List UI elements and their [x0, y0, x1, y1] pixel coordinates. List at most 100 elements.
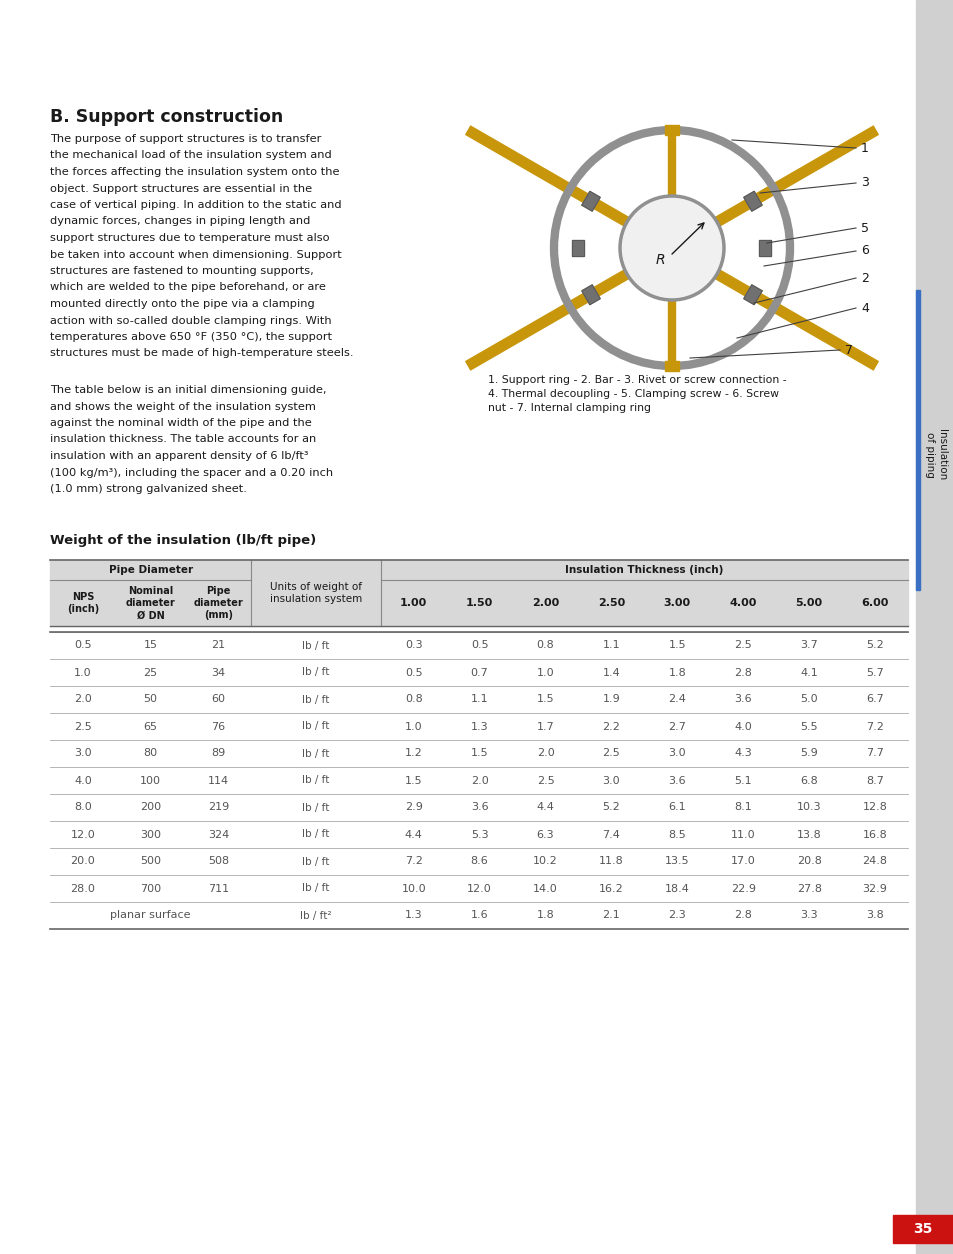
Text: 1.1: 1.1	[470, 695, 488, 705]
Bar	[50, 561, 251, 581]
Text: 60: 60	[212, 695, 225, 705]
Text: 1.2: 1.2	[404, 749, 422, 759]
Text: 4.00: 4.00	[729, 598, 756, 608]
Text: 5.5: 5.5	[800, 721, 817, 731]
Text: 8.0: 8.0	[74, 803, 91, 813]
Bar	[915, 0, 953, 1254]
Text: 2.7: 2.7	[668, 721, 685, 731]
Text: 4.4: 4.4	[536, 803, 554, 813]
Text: 3: 3	[861, 177, 868, 189]
Text: 28.0: 28.0	[71, 884, 95, 894]
Text: 2.0: 2.0	[470, 775, 488, 785]
Text: 11.0: 11.0	[730, 829, 755, 839]
Text: structures must be made of high-temperature steels.: structures must be made of high-temperat…	[50, 349, 354, 359]
Text: 18.4: 18.4	[664, 884, 689, 894]
Text: 114: 114	[208, 775, 229, 785]
Text: 5.2: 5.2	[602, 803, 619, 813]
Text: The purpose of support structures is to transfer: The purpose of support structures is to …	[50, 134, 321, 144]
Text: 4.3: 4.3	[734, 749, 751, 759]
Text: the mechanical load of the insulation system and: the mechanical load of the insulation sy…	[50, 150, 332, 161]
Text: be taken into account when dimensioning. Support: be taken into account when dimensioning.…	[50, 250, 341, 260]
Text: 1.6: 1.6	[470, 910, 488, 920]
Text: 500: 500	[140, 856, 161, 867]
Polygon shape	[743, 192, 761, 211]
Text: 2: 2	[861, 272, 868, 285]
Polygon shape	[572, 240, 584, 256]
Text: (1.0 mm) strong galvanized sheet.: (1.0 mm) strong galvanized sheet.	[50, 484, 247, 494]
Text: 50: 50	[144, 695, 157, 705]
Text: lb / ft: lb / ft	[302, 803, 330, 813]
Text: 1.8: 1.8	[537, 910, 554, 920]
Text: 0.3: 0.3	[404, 641, 422, 651]
Text: 3.0: 3.0	[668, 749, 685, 759]
Text: 8.7: 8.7	[865, 775, 883, 785]
Text: 0.7: 0.7	[470, 667, 488, 677]
Bar	[643, 581, 710, 626]
Text: Insulation Thickness (inch): Insulation Thickness (inch)	[564, 566, 722, 576]
Text: 3.6: 3.6	[668, 775, 685, 785]
Text: 4.4: 4.4	[404, 829, 422, 839]
Text: 1.3: 1.3	[404, 910, 422, 920]
Text: 1.7: 1.7	[537, 721, 554, 731]
Text: lb / ft: lb / ft	[302, 749, 330, 759]
Text: lb / ft: lb / ft	[302, 667, 330, 677]
Text: 0.5: 0.5	[74, 641, 91, 651]
Text: 324: 324	[208, 829, 229, 839]
Text: 89: 89	[211, 749, 225, 759]
Text: 8.6: 8.6	[470, 856, 488, 867]
Text: 14.0: 14.0	[533, 884, 558, 894]
Text: 15: 15	[144, 641, 157, 651]
Text: 2.50: 2.50	[598, 598, 624, 608]
Text: 1.3: 1.3	[470, 721, 488, 731]
Text: 20.8: 20.8	[796, 856, 821, 867]
Text: 1. Support ring - 2. Bar - 3. Rivet or screw connection -: 1. Support ring - 2. Bar - 3. Rivet or s…	[488, 375, 786, 385]
Text: lb / ft: lb / ft	[302, 884, 330, 894]
Text: 2.5: 2.5	[537, 775, 554, 785]
Bar	[710, 581, 776, 626]
Bar	[776, 581, 841, 626]
Text: lb / ft²: lb / ft²	[300, 910, 332, 920]
Text: 1.1: 1.1	[602, 641, 619, 651]
Bar	[892, 1215, 953, 1243]
Text: Pipe
diameter
(mm): Pipe diameter (mm)	[193, 586, 243, 621]
Text: 300: 300	[140, 829, 161, 839]
Text: 13.5: 13.5	[664, 856, 689, 867]
Text: 1.8: 1.8	[668, 667, 685, 677]
Text: object. Support structures are essential in the: object. Support structures are essential…	[50, 183, 312, 193]
Text: structures are fastened to mounting supports,: structures are fastened to mounting supp…	[50, 266, 314, 276]
Text: 20.0: 20.0	[71, 856, 95, 867]
Text: dynamic forces, changes in piping length and: dynamic forces, changes in piping length…	[50, 217, 310, 227]
Text: 4.1: 4.1	[800, 667, 817, 677]
Bar	[664, 361, 679, 371]
Text: 2.0: 2.0	[537, 749, 554, 759]
Text: 3.6: 3.6	[734, 695, 751, 705]
Text: 5.7: 5.7	[865, 667, 883, 677]
Text: 6.3: 6.3	[537, 829, 554, 839]
Text: 3.0: 3.0	[74, 749, 91, 759]
Text: 7.2: 7.2	[404, 856, 422, 867]
Polygon shape	[759, 240, 771, 256]
Text: 711: 711	[208, 884, 229, 894]
Text: Weight of the insulation (lb/ft pipe): Weight of the insulation (lb/ft pipe)	[50, 534, 315, 547]
Text: 508: 508	[208, 856, 229, 867]
Text: 1.5: 1.5	[668, 641, 685, 651]
Text: 5: 5	[861, 222, 868, 234]
Text: 35: 35	[912, 1221, 932, 1236]
Text: 4.0: 4.0	[734, 721, 751, 731]
Text: 7: 7	[844, 344, 852, 356]
Bar	[841, 581, 907, 626]
Text: 5.00: 5.00	[795, 598, 821, 608]
Text: lb / ft: lb / ft	[302, 695, 330, 705]
Text: 100: 100	[140, 775, 161, 785]
Text: 1.0: 1.0	[74, 667, 91, 677]
Text: 24.8: 24.8	[862, 856, 886, 867]
Text: 2.5: 2.5	[602, 749, 619, 759]
Text: 7.2: 7.2	[865, 721, 883, 731]
Bar	[185, 581, 251, 626]
Bar	[664, 125, 679, 135]
Text: 2.8: 2.8	[734, 910, 751, 920]
Text: action with so-called double clamping rings. With: action with so-called double clamping ri…	[50, 316, 332, 326]
Text: 32.9: 32.9	[862, 884, 886, 894]
Text: 2.3: 2.3	[668, 910, 685, 920]
Text: 2.5: 2.5	[734, 641, 751, 651]
